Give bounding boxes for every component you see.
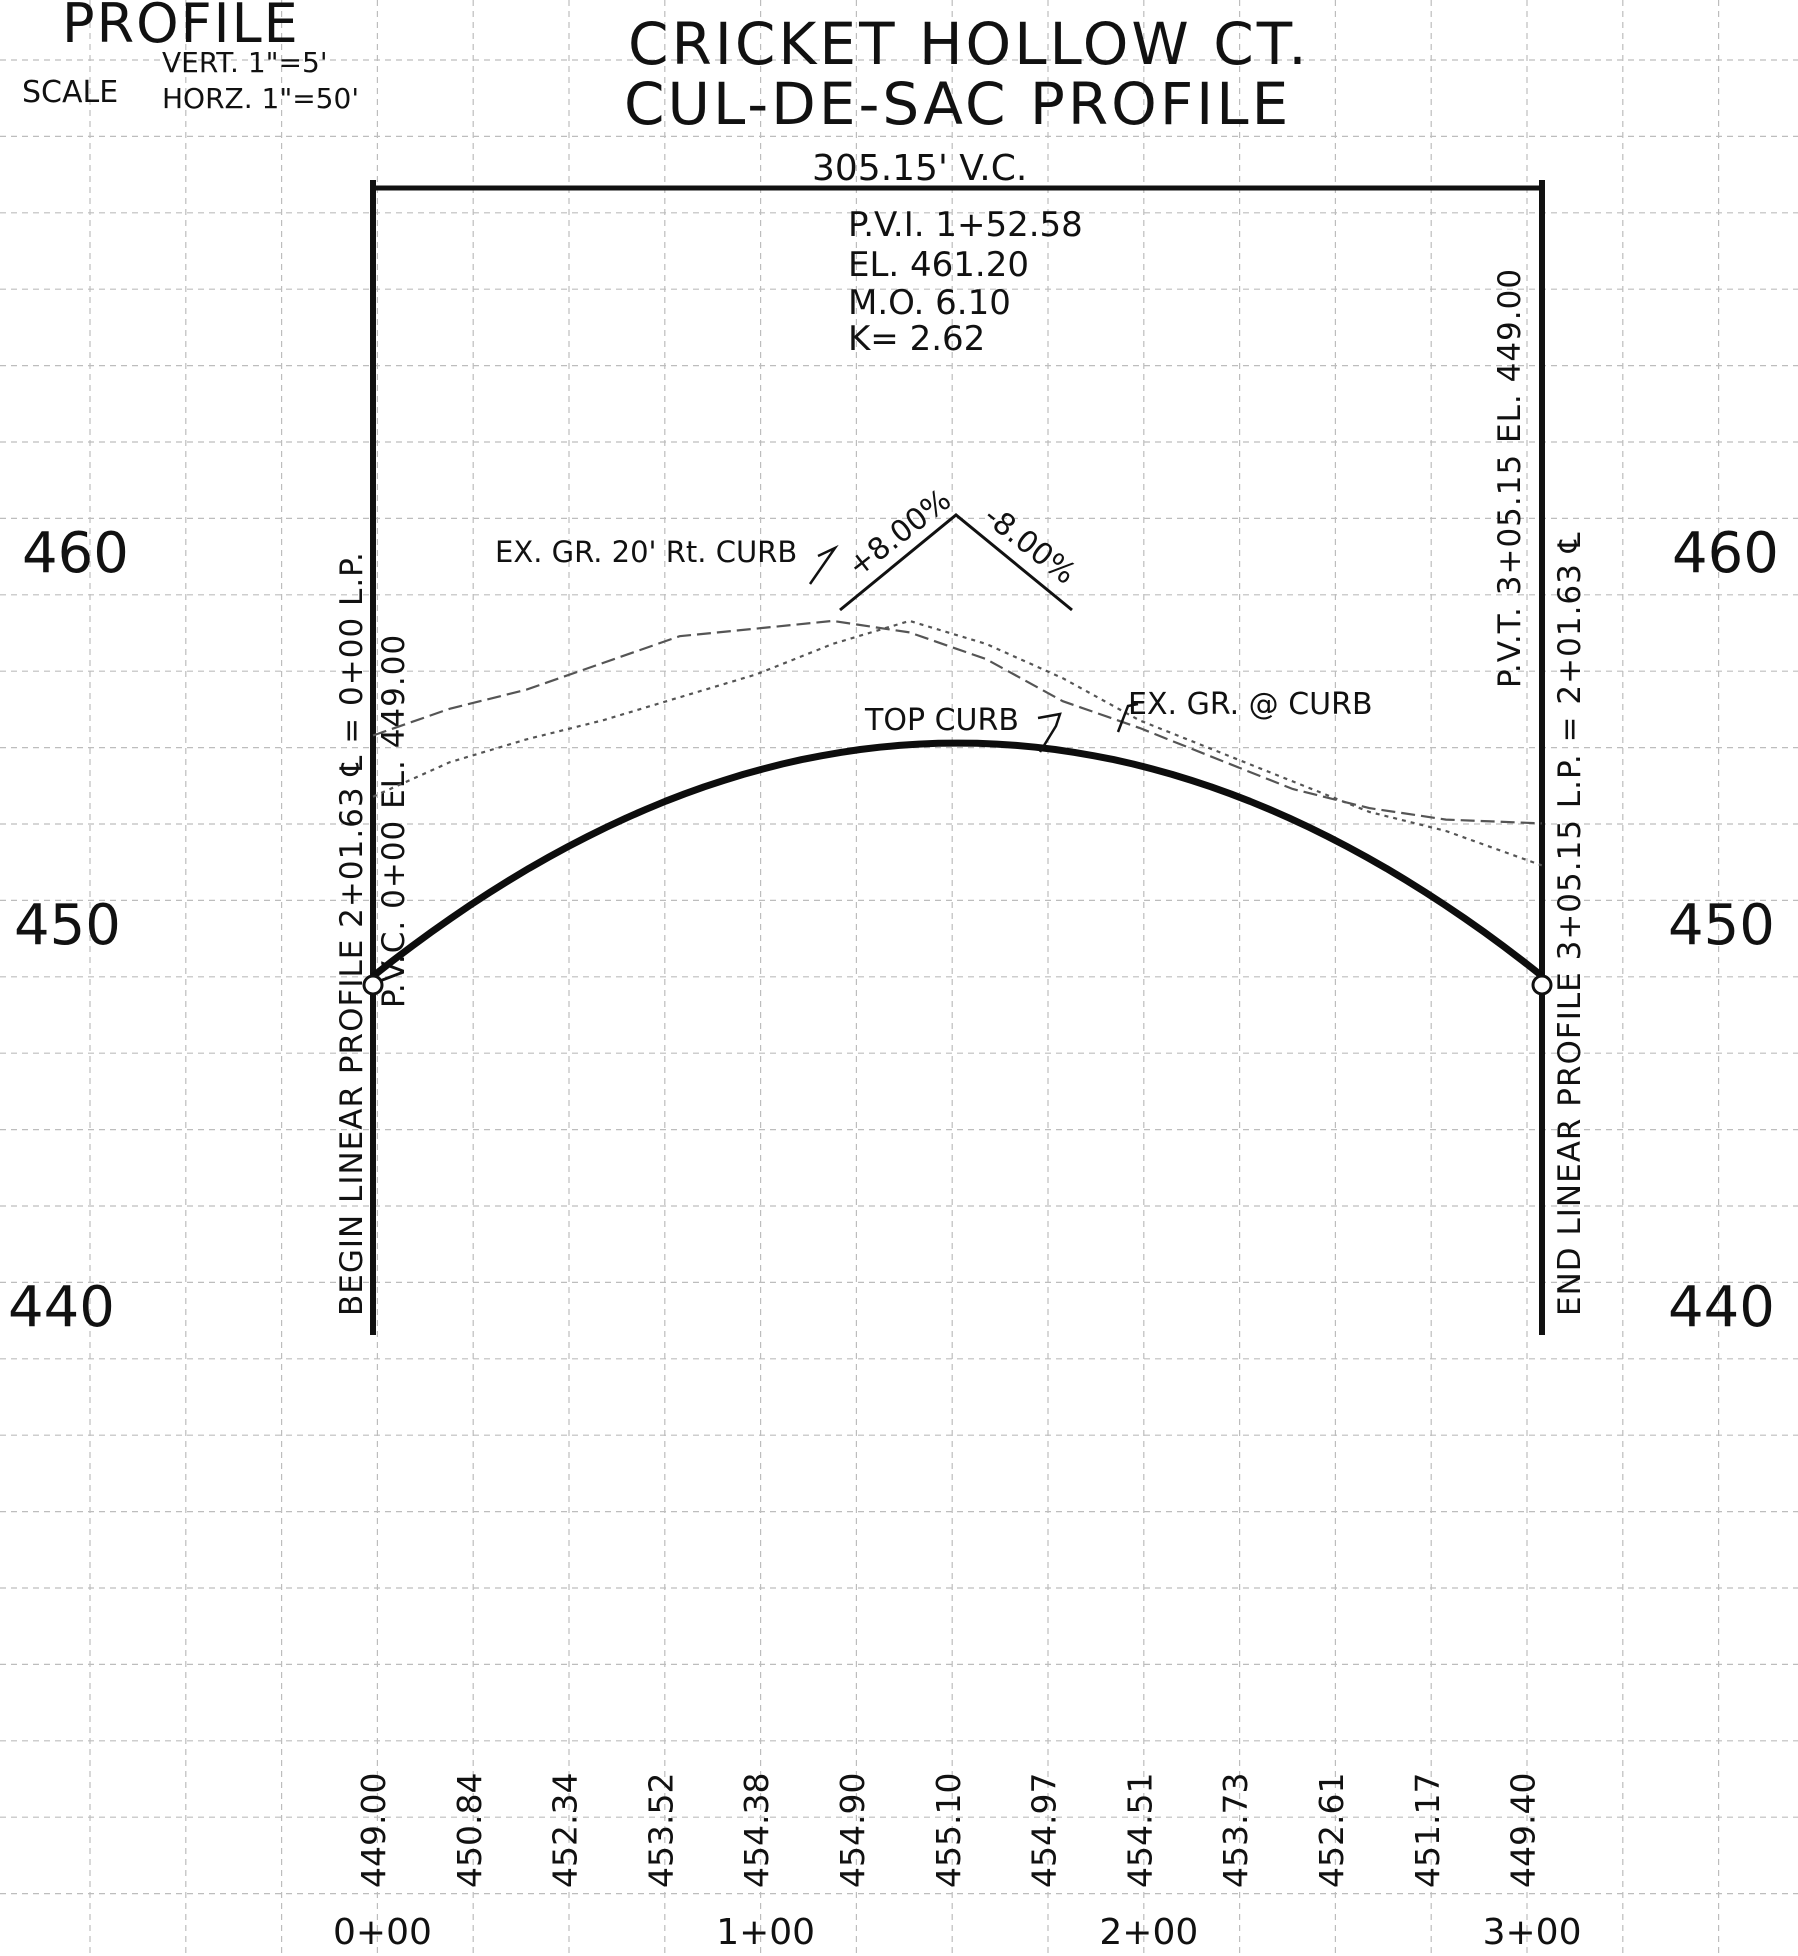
station-axis: 0+00 1+00 2+00 3+00 [333,1912,1581,1953]
pvi-k-value: K= 2.62 [848,319,985,359]
ex-gr-20-rt-leader [808,544,839,585]
station-label: 1+00 [716,1912,815,1953]
elevation-table-value: 454.38 [737,1773,776,1888]
pvc-point-marker [362,974,384,996]
ex-gr-at-curb-label: EX. GR. @ CURB [1128,687,1373,722]
pvc-label: P.V.C. 0+00 EL. 449.00 [376,634,412,1008]
elevation-table-value: 451.17 [1408,1773,1447,1888]
ex-gr-20-rt-curb-label: EX. GR. 20' Rt. CURB [495,535,797,569]
elevation-label-right-450: 450 [1668,893,1775,958]
elevation-table-value: 453.73 [1216,1773,1255,1888]
top-curb-label: TOP CURB [864,703,1019,738]
station-label: 2+00 [1099,1912,1198,1953]
elevation-table-value: 453.52 [641,1773,680,1888]
elevation-table-value: 454.97 [1025,1773,1064,1888]
elevation-table: 449.00 450.84 452.34 453.52 454.38 454.90 455.… [354,1773,1543,1888]
pvt-point-marker [1531,974,1553,996]
top-curb-line [370,739,1545,979]
elevation-label-left-440: 440 [8,1275,115,1340]
vc-length-label: 305.15' V.C. [812,148,1027,189]
elevation-label-left-460: 460 [22,521,129,586]
pvi-station: P.V.I. 1+52.58 [848,205,1083,245]
top-curb-leader [1037,712,1062,753]
elevation-table-value: 455.10 [929,1773,968,1888]
pvi-elevation: EL. 461.20 [848,245,1029,285]
end-linear-profile-label: END LINEAR PROFILE 3+05.15 L.P. = 2+01.6… [1552,531,1588,1316]
elevation-table-value: 452.34 [546,1773,585,1888]
elevation-table-value: 452.61 [1312,1773,1351,1888]
horz-scale: HORZ. 1"=50' [162,82,359,115]
elevation-table-value: 449.00 [354,1773,393,1888]
title-line-1: CRICKET HOLLOW CT. [628,10,1310,78]
tangent-grade-lines [839,513,1073,612]
pvt-label: P.V.T. 3+05.15 EL. 449.00 [1492,268,1528,688]
profile-word: PROFILE [62,0,300,55]
vert-scale: VERT. 1"=5' [162,46,328,79]
grade-left-label: +8.00% [841,483,957,585]
ex-gr-at-curb-line [372,619,1543,867]
elevation-label-right-460: 460 [1672,521,1779,586]
elevation-table-value: 454.51 [1120,1773,1159,1888]
elevation-label-right-440: 440 [1668,1275,1775,1340]
scale-word: SCALE [22,75,118,110]
station-label: 0+00 [333,1912,432,1953]
elevation-table-value: 449.40 [1504,1773,1543,1888]
elevation-label-left-450: 450 [14,893,121,958]
begin-linear-profile-label: BEGIN LINEAR PROFILE 2+01.63 ℄ = 0+00 L.… [334,551,370,1316]
elevation-table-value: 454.90 [833,1773,872,1888]
elevation-table-value: 450.84 [450,1773,489,1888]
pvi-middle-ordinate: M.O. 6.10 [848,283,1011,323]
station-label: 3+00 [1483,1912,1582,1953]
ex-gr-at-curb-leader [1116,702,1139,733]
ex-gr-20-rt-curb-line [372,619,1542,825]
title-line-2: CUL-DE-SAC PROFILE [624,70,1291,138]
